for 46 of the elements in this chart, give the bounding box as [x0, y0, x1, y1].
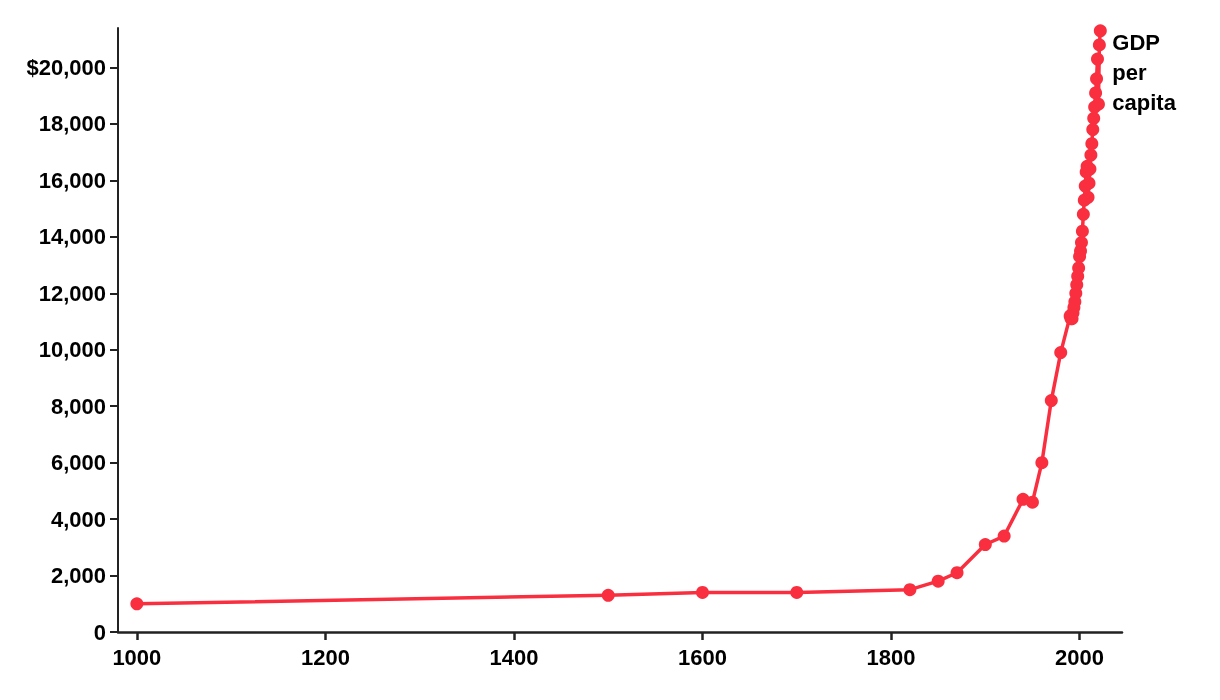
y-tick-label: 14,000 [38, 224, 106, 250]
x-tick-label: 1200 [300, 644, 350, 670]
y-tick-label: 18,000 [38, 111, 106, 137]
point [950, 566, 964, 580]
point [1035, 456, 1049, 470]
y-tick-label: 0 [93, 619, 106, 645]
point [1081, 190, 1095, 204]
point [1072, 261, 1086, 275]
point [997, 529, 1011, 543]
point [978, 538, 992, 551]
series-label: GDP per capita [1112, 30, 1177, 116]
y-tick-label: 2,000 [50, 563, 106, 589]
point [601, 588, 615, 602]
x-tick-label: 1800 [866, 644, 916, 670]
x-tick-label: 1600 [678, 644, 727, 670]
point [1076, 207, 1090, 221]
y-tick-label: 12,000 [38, 280, 106, 306]
point [1091, 52, 1104, 66]
point [1086, 123, 1100, 137]
point [1025, 495, 1039, 509]
point [1087, 111, 1101, 125]
point [1082, 176, 1096, 190]
y-tick-label: 10,000 [38, 337, 106, 363]
point [1074, 236, 1088, 249]
y-tick-label: 16,000 [38, 167, 106, 193]
point [1090, 72, 1104, 86]
point [1093, 24, 1107, 38]
x-tick-label: 1400 [489, 644, 539, 670]
y-tick-label: 6,000 [50, 450, 106, 476]
y-tick-label: $20,000 [26, 55, 106, 81]
point [931, 574, 945, 588]
x-tick-label: 2000 [1055, 644, 1105, 670]
point [1085, 137, 1099, 151]
point [130, 597, 144, 611]
point [1089, 86, 1103, 100]
x-tick-label: 1000 [112, 644, 162, 670]
point [1084, 148, 1098, 162]
point [1092, 38, 1106, 52]
y-tick-label: 8,000 [50, 393, 106, 419]
y-tick-label: 4,000 [50, 506, 106, 532]
point [903, 583, 917, 597]
point [1075, 224, 1089, 238]
point [696, 585, 709, 599]
point [790, 585, 804, 599]
point [1044, 394, 1058, 408]
point [1054, 346, 1068, 360]
